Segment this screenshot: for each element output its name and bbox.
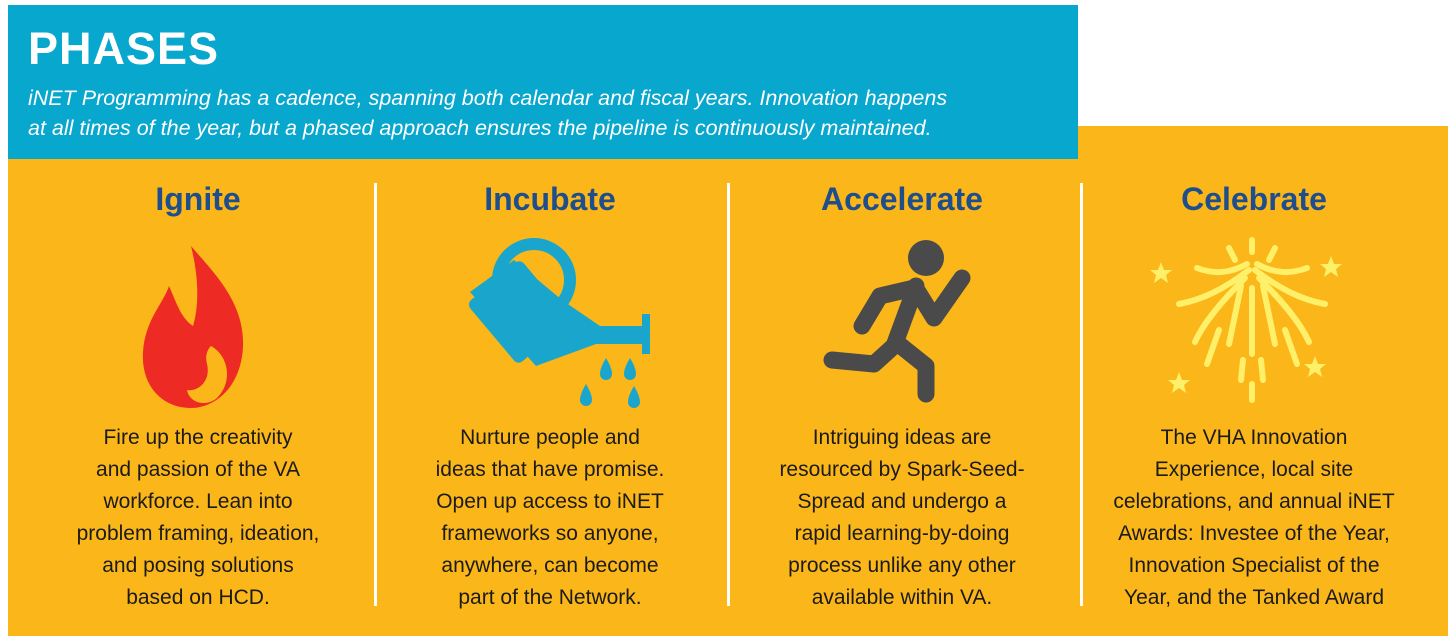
phase-celebrate: Celebrate The VHA In bbox=[1084, 176, 1424, 616]
description-line: The VHA Innovation bbox=[1160, 426, 1348, 449]
description-line: Fire up the creativity bbox=[103, 426, 293, 449]
phase-title: Ignite bbox=[155, 181, 241, 217]
description-line: celebrations, and annual iNET bbox=[1113, 490, 1395, 513]
description-line: based on HCD. bbox=[126, 586, 270, 609]
phase-title: Celebrate bbox=[1181, 181, 1327, 217]
subtitle-line: iNET Programming has a cadence, spanning… bbox=[28, 86, 948, 110]
description-line: anywhere, can become bbox=[441, 554, 659, 577]
running-person-icon bbox=[823, 240, 971, 403]
column-divider bbox=[1080, 183, 1083, 606]
description-line: and posing solutions bbox=[102, 554, 294, 577]
description-line: Intriguing ideas are bbox=[812, 426, 992, 449]
description-line: rapid learning-by-doing bbox=[794, 522, 1010, 545]
phase-description: The VHA Innovation Experience, local sit… bbox=[1084, 422, 1424, 614]
phase-ignite: Ignite Fire up the creativity and passio… bbox=[28, 176, 368, 616]
phase-incubate: Incubate Nurture people and ideas that h… bbox=[380, 176, 720, 616]
flame-icon bbox=[142, 246, 244, 408]
phase-title: Accelerate bbox=[821, 181, 983, 217]
description-line: problem framing, ideation, bbox=[76, 522, 320, 545]
page-title: PHASES bbox=[28, 23, 220, 74]
description-line: process unlike any other bbox=[788, 554, 1016, 577]
phase-description: Intriguing ideas are resourced by Spark-… bbox=[732, 422, 1072, 614]
description-line: ideas that have promise. bbox=[435, 458, 665, 481]
description-line: Nurture people and bbox=[460, 426, 640, 449]
phase-description: Nurture people and ideas that have promi… bbox=[380, 422, 720, 614]
description-line: Open up access to iNET bbox=[436, 490, 664, 513]
column-divider bbox=[374, 183, 377, 606]
phase-description: Fire up the creativity and passion of th… bbox=[28, 422, 368, 614]
description-line: workforce. Lean into bbox=[103, 490, 293, 513]
description-line: Year, and the Tanked Award bbox=[1124, 586, 1384, 609]
description-line: Experience, local site bbox=[1154, 458, 1354, 481]
description-line: Awards: Investee of the Year, bbox=[1118, 522, 1390, 545]
header-subtitle: iNET Programming has a cadence, spanning… bbox=[28, 83, 1068, 143]
description-line: and passion of the VA bbox=[96, 458, 300, 481]
phase-accelerate: Accelerate Intriguing ideas are resource… bbox=[732, 176, 1072, 616]
description-line: available within VA. bbox=[811, 586, 993, 609]
description-line: Innovation Specialist of the bbox=[1128, 554, 1380, 577]
description-line: resourced by Spark-Seed- bbox=[779, 458, 1025, 481]
subtitle-line: at all times of the year, but a phased a… bbox=[28, 116, 932, 140]
column-divider bbox=[727, 183, 730, 606]
description-line: part of the Network. bbox=[458, 586, 642, 609]
description-line: frameworks so anyone, bbox=[441, 522, 659, 545]
watering-can-icon bbox=[468, 238, 650, 408]
description-line: Spread and undergo a bbox=[797, 490, 1007, 513]
phase-title: Incubate bbox=[484, 181, 616, 217]
header-banner: PHASES iNET Programming has a cadence, s… bbox=[8, 5, 1078, 159]
fireworks-icon bbox=[1150, 237, 1342, 403]
